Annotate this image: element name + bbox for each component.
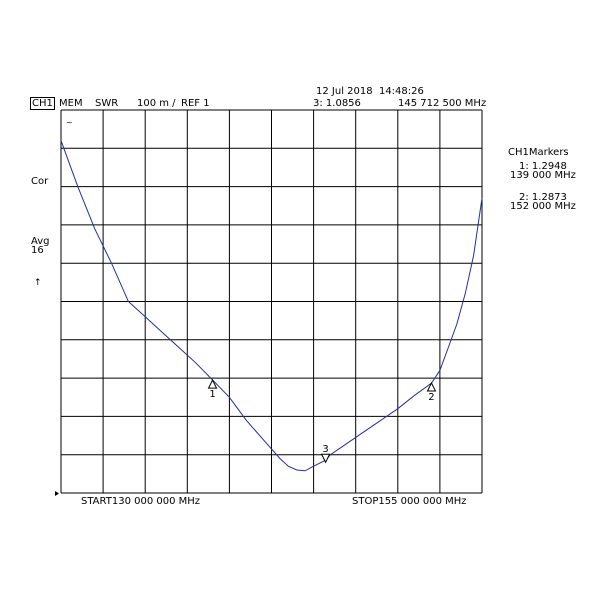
avg-label: Avg <box>31 236 50 247</box>
active-marker-value: 3: 1.0856 <box>313 98 361 109</box>
format-label: SWR <box>95 98 119 109</box>
marker2-freq: 152 000 MHz <box>510 201 576 212</box>
marker-3-label: 3 <box>322 444 328 455</box>
markers-title: CH1Markers <box>508 147 569 158</box>
marker-3-triangle <box>320 453 331 464</box>
active-marker-freq: 145 712 500 MHz <box>398 98 487 109</box>
trace-markers: 1 2 3 <box>207 378 437 464</box>
stop-frequency: STOP155 000 000 MHz <box>352 496 467 507</box>
channel-label: CH1 <box>30 97 55 110</box>
hold-mark: ↑ <box>34 278 42 288</box>
marker1-freq: 139 000 MHz <box>510 170 576 181</box>
date-time: 12 Jul 2018 14:48:26 <box>316 86 424 97</box>
marker1-value: 1: 1.2948 <box>519 161 567 172</box>
mode-label: MEM <box>59 98 83 109</box>
marker-1-label: 1 <box>209 389 215 400</box>
plot-grid <box>60 109 483 494</box>
marker-3: 3 <box>320 444 331 464</box>
marker-2-triangle <box>426 381 437 392</box>
marker-1-triangle <box>207 378 218 389</box>
marker-2-label: 2 <box>428 392 434 403</box>
start-frequency: START130 000 000 MHz <box>81 496 201 507</box>
marker2-value: 2: 1.2873 <box>519 192 567 203</box>
marker-1: 1 <box>207 378 218 400</box>
scale-label: 100 m / <box>137 98 176 109</box>
swr-trace <box>60 140 483 472</box>
reference-arrow <box>55 491 59 496</box>
avg-count: 16 <box>31 245 44 256</box>
ref-label: REF 1 <box>181 98 210 109</box>
cor-label: Cor <box>31 176 49 187</box>
channel-indicator: CH1 <box>30 97 55 110</box>
marker-2: 2 <box>426 381 437 403</box>
top-left-trace-tag: ~ <box>66 118 73 127</box>
